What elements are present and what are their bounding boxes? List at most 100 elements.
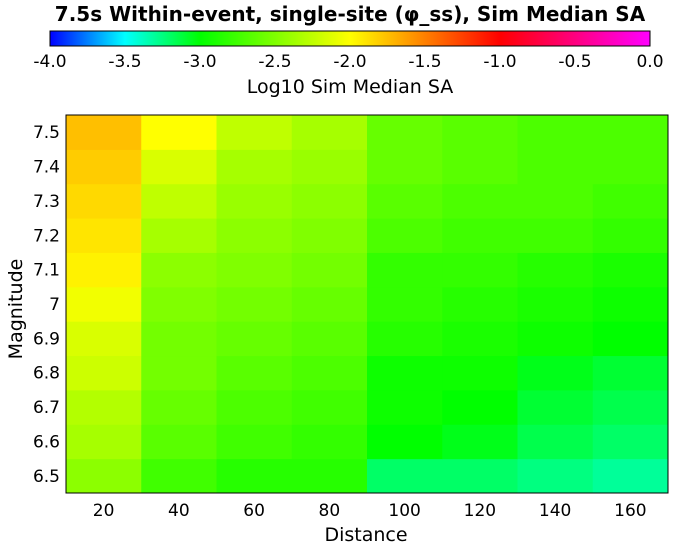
heatmap-cell — [592, 218, 669, 253]
chart-title: 7.5s Within-event, single-site (φ_ss), S… — [55, 2, 646, 26]
heatmap-cell — [216, 183, 293, 219]
heatmap-cell — [291, 149, 368, 185]
heatmap-cell — [367, 286, 443, 322]
heatmap-cell — [66, 115, 142, 150]
heatmap-cell — [517, 183, 594, 219]
heatmap-cell — [592, 389, 669, 425]
colorbar-tick-label: -1.0 — [483, 52, 516, 72]
heatmap-cell — [66, 389, 142, 425]
heatmap-cell — [442, 321, 518, 357]
heatmap-cell — [442, 389, 518, 425]
heatmap-cell — [442, 115, 518, 150]
x-tick-labels: 20 40 60 80 100 120 140 160 — [93, 501, 647, 521]
heatmap-cell — [592, 321, 669, 357]
heatmap-cell — [141, 183, 217, 219]
heatmap-cell — [216, 149, 293, 185]
y-tick-labels: 6.5 6.6 6.7 6.8 6.9 7 7.1 7.2 7.3 7.4 7.5 — [33, 123, 60, 487]
x-tick-label: 40 — [168, 501, 190, 521]
heatmap-cell — [141, 458, 217, 494]
heatmap-cell — [442, 458, 518, 494]
heatmap-cell — [442, 355, 518, 391]
heatmap-cell — [291, 424, 368, 460]
heatmap-cell — [216, 321, 293, 357]
heatmap-cell — [216, 355, 293, 391]
heatmap-cell — [592, 149, 669, 185]
heatmap-cell — [66, 286, 142, 322]
colorbar-tick-label: 0.0 — [636, 52, 663, 72]
colorbar-tick-label: -3.0 — [183, 52, 216, 72]
heatmap-cell — [367, 252, 443, 288]
colorbar-tick-label: -3.5 — [108, 52, 141, 72]
heatmap-cell — [442, 218, 518, 253]
colorbar: -4.0 -3.5 -3.0 -2.5 -2.0 -1.5 -1.0 -0.5 0.0 Log1… — [33, 30, 664, 98]
heatmap-cell — [216, 389, 293, 425]
heatmap-cell — [592, 355, 669, 391]
y-tick-label: 7.5 — [33, 123, 60, 143]
heatmap-cell — [141, 149, 217, 185]
colorbar-label: Log10 Sim Median SA — [247, 76, 454, 98]
heatmap-cell — [517, 355, 594, 391]
heatmap-cell — [291, 218, 368, 253]
y-tick-label: 7.3 — [33, 192, 60, 212]
colorbar-tick-label: -2.5 — [258, 52, 291, 72]
heatmap-cell — [141, 321, 217, 357]
heatmap-cell — [367, 183, 443, 219]
heatmap-cell — [66, 321, 142, 357]
x-tick-label: 120 — [464, 501, 496, 521]
heatmap-cell — [216, 115, 293, 150]
y-tick-label: 7 — [49, 295, 60, 315]
heatmap-cell — [66, 149, 142, 185]
heatmap-cell — [517, 218, 594, 253]
heatmap-cell — [592, 424, 669, 460]
heatmap-cell — [291, 458, 368, 494]
heatmap-cell — [442, 424, 518, 460]
heatmap-cell — [442, 286, 518, 322]
plot-frame — [65, 114, 669, 494]
heatmap-cell — [291, 321, 368, 357]
heatmap-cell — [216, 218, 293, 253]
heatmap-cell — [291, 355, 368, 391]
heatmap-cell — [367, 424, 443, 460]
heatmap-cell — [291, 286, 368, 322]
heatmap-cell — [517, 149, 594, 185]
y-tick-label: 7.2 — [33, 226, 60, 246]
heatmap-cell — [517, 458, 594, 494]
heatmap-cell — [141, 424, 217, 460]
heatmap-cell — [141, 252, 217, 288]
heatmap-cell — [66, 355, 142, 391]
colorbar-tick-label: -4.0 — [33, 52, 66, 72]
y-tick-label: 7.1 — [33, 261, 60, 281]
x-tick-label: 20 — [93, 501, 115, 521]
x-tick-label: 60 — [243, 501, 265, 521]
x-tick-label: 160 — [614, 501, 646, 521]
colorbar-gradient — [49, 30, 651, 47]
colorbar-tick-label: -0.5 — [558, 52, 591, 72]
heatmap-cell — [141, 389, 217, 425]
y-tick-label: 6.8 — [33, 364, 60, 384]
heatmap-cell — [517, 389, 594, 425]
heatmap-cell — [66, 218, 142, 253]
heatmap-cell — [141, 115, 217, 150]
y-tick-label: 6.7 — [33, 398, 60, 418]
y-tick-label: 7.4 — [33, 158, 60, 178]
heatmap-cell — [367, 355, 443, 391]
heatmap-cell — [216, 424, 293, 460]
heatmap-cell — [66, 458, 142, 494]
heatmap-cell — [367, 321, 443, 357]
heatmap-cell — [216, 286, 293, 322]
y-axis-label: Magnitude — [5, 259, 27, 360]
y-tick-label: 6.5 — [33, 467, 60, 487]
heatmap-cell — [291, 252, 368, 288]
heatmap-cell — [517, 252, 594, 288]
heatmap-cell — [141, 355, 217, 391]
y-tick-label: 6.9 — [33, 329, 60, 349]
heatmap-cell — [517, 424, 594, 460]
heatmap-cell — [367, 218, 443, 253]
heatmap-cell — [592, 115, 669, 150]
heatmap-cell — [592, 252, 669, 288]
heatmap-cell — [291, 389, 368, 425]
heatmap-cell — [592, 183, 669, 219]
heatmap-cell — [517, 286, 594, 322]
heatmap-cell — [141, 218, 217, 253]
